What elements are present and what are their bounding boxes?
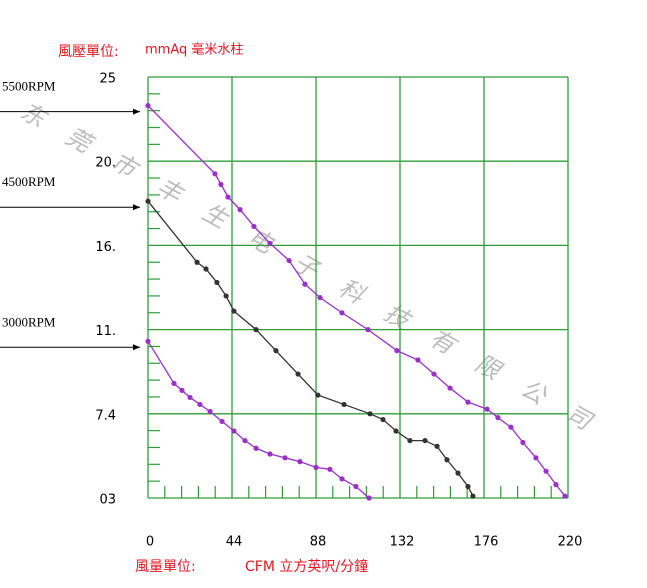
x-tick-label: 44 — [226, 535, 243, 550]
data-point — [394, 348, 400, 354]
x-tick-label: 132 — [390, 535, 415, 550]
data-point — [219, 418, 225, 425]
data-point — [422, 437, 428, 444]
data-point — [508, 424, 514, 430]
data-point — [327, 466, 333, 472]
y-tick-label: 20. — [95, 156, 116, 171]
data-point — [415, 357, 421, 363]
series-label: 5500RPM — [2, 79, 56, 94]
arrow-head — [133, 108, 140, 115]
x-tick-label: 88 — [310, 535, 327, 550]
data-point — [179, 387, 185, 394]
data-point — [365, 327, 371, 333]
y-tick-label: 03 — [99, 493, 116, 508]
data-point — [203, 266, 209, 272]
series-label: 3000RPM — [2, 314, 56, 329]
data-point — [253, 327, 259, 333]
data-point — [267, 451, 273, 457]
y-tick-label: 7.4 — [95, 408, 116, 423]
y-tick-label: 16. — [95, 240, 116, 255]
data-point — [543, 468, 549, 474]
series-line — [147, 340, 370, 499]
data-point — [520, 439, 526, 446]
data-point — [339, 310, 345, 316]
x-tick-label: 176 — [474, 535, 499, 550]
data-point — [218, 181, 224, 187]
data-point — [367, 411, 373, 417]
y-axis-unit: mmAq 毫米水柱 — [145, 42, 243, 58]
data-point — [562, 493, 568, 499]
data-point — [366, 495, 372, 501]
data-point — [297, 459, 303, 465]
data-point — [533, 455, 539, 461]
data-point — [223, 293, 229, 299]
data-point — [231, 308, 237, 314]
data-point — [171, 380, 177, 386]
x-tick-label: 0 — [146, 535, 154, 550]
data-point — [302, 281, 308, 287]
data-point — [341, 401, 347, 408]
data-point — [380, 416, 386, 423]
data-point — [207, 408, 213, 415]
data-point — [197, 401, 203, 408]
data-point — [194, 259, 200, 265]
data-point — [455, 470, 461, 476]
data-point — [553, 482, 559, 488]
data-point — [431, 371, 437, 377]
data-point — [242, 437, 248, 444]
data-point — [434, 443, 440, 449]
data-point — [253, 445, 259, 451]
x-tick-label: 220 — [558, 535, 583, 550]
data-point — [339, 476, 345, 482]
data-point — [465, 399, 471, 405]
data-point — [267, 240, 273, 246]
data-point — [187, 394, 193, 401]
data-point — [315, 392, 321, 398]
data-point — [251, 223, 257, 230]
data-point — [237, 207, 243, 213]
data-point — [145, 338, 151, 344]
data-point — [317, 295, 323, 301]
data-point — [495, 415, 501, 421]
x-axis-unit: CFM 立方英呎/分鐘 — [245, 558, 368, 575]
data-point — [225, 194, 231, 200]
data-point — [407, 437, 413, 444]
data-point — [282, 455, 288, 461]
data-point — [145, 103, 151, 109]
data-point — [484, 406, 490, 412]
data-point — [447, 385, 453, 391]
series-label: 4500RPM — [2, 174, 56, 189]
y-axis-label: 風壓單位: — [58, 44, 119, 60]
data-point — [313, 464, 319, 470]
data-point — [444, 457, 450, 463]
arrow-head — [133, 344, 140, 351]
data-point — [145, 198, 151, 204]
data-point — [470, 493, 476, 499]
data-point — [353, 483, 359, 490]
x-axis-label: 風量單位: — [135, 559, 196, 575]
data-point — [393, 428, 399, 434]
data-point — [231, 428, 237, 434]
data-point — [212, 171, 218, 177]
data-point — [273, 348, 279, 354]
data-point — [295, 371, 301, 377]
data-point — [465, 483, 471, 490]
data-point — [286, 257, 292, 264]
y-tick-label: 11. — [95, 324, 116, 339]
arrow-head — [133, 204, 140, 211]
y-tick-label: 25 — [99, 72, 116, 87]
data-point — [214, 279, 220, 286]
